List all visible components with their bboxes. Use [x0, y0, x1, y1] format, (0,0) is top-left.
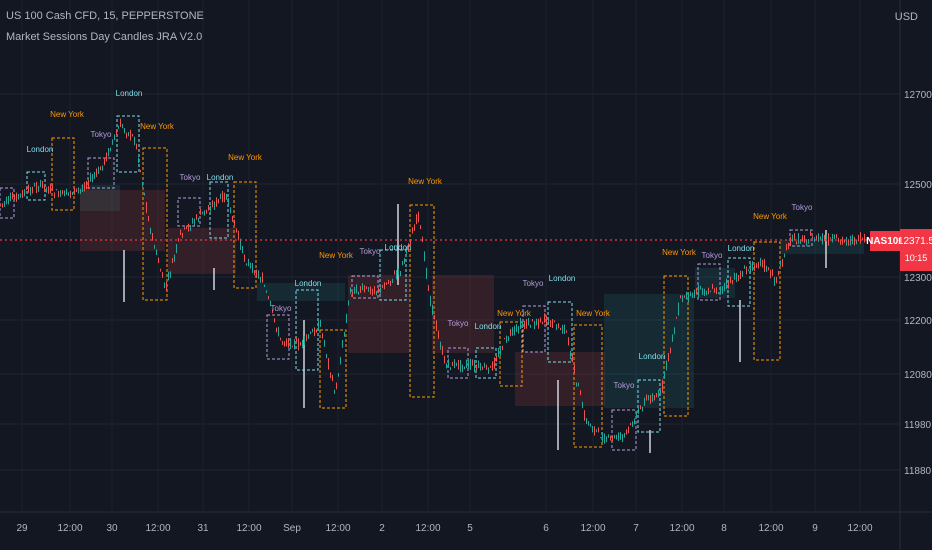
session-label-london: London: [295, 279, 322, 288]
session-label-tokyo: Tokyo: [180, 173, 201, 182]
price-tick-label: 12700.0: [904, 90, 932, 101]
session-label-new-york: New York: [662, 248, 697, 257]
day-candle-body: [432, 275, 494, 353]
session-label-tokyo: Tokyo: [614, 381, 635, 390]
time-tick-label: 12:00: [145, 523, 170, 534]
session-boxes: [0, 115, 813, 451]
session-box-new-york: [51, 137, 75, 211]
session-label-tokyo: Tokyo: [792, 203, 813, 212]
session-box-new-york: [409, 204, 435, 398]
session-box-new-york: [142, 147, 168, 301]
day-candle-body: [515, 352, 605, 406]
session-box-tokyo: [522, 305, 546, 353]
time-tick-label: 29: [16, 523, 28, 534]
current-price-value: 12371.5: [897, 236, 932, 247]
session-label-new-york: New York: [753, 212, 788, 221]
session-box-tokyo: [87, 157, 115, 189]
session-box-tokyo: [177, 197, 201, 227]
symbol-badge: NAS100: [866, 231, 904, 251]
session-label-new-york: New York: [228, 153, 263, 162]
session-labels: New York London Tokyo New York London Tokyo Lo…: [27, 89, 813, 390]
price-candles: [0, 118, 865, 444]
price-tick-label: 11880.0: [904, 466, 932, 477]
time-tick-label: 30: [106, 523, 118, 534]
session-box-london: [547, 301, 573, 363]
time-tick-label: 12:00: [415, 523, 440, 534]
session-box-new-york: [233, 181, 257, 289]
price-tick-label: 12300.0: [904, 273, 932, 284]
time-tick-label: 12:00: [847, 523, 872, 534]
price-tick-label: 11980.0: [904, 420, 932, 431]
session-box-london: [116, 115, 140, 173]
session-label-new-york: New York: [408, 177, 443, 186]
time-tick-label: 12:00: [57, 523, 82, 534]
day-candle-body: [604, 294, 694, 408]
session-label-tokyo: Tokyo: [271, 304, 292, 313]
currency-label: USD: [894, 11, 918, 23]
session-label-london: London: [116, 89, 143, 98]
time-tick-label: 9: [812, 523, 818, 534]
session-label-new-york: New York: [140, 122, 175, 131]
session-label-new-york: New York: [497, 309, 532, 318]
day-candle-body: [80, 185, 120, 211]
session-label-tokyo: Tokyo: [360, 247, 381, 256]
session-label-new-york: New York: [319, 251, 354, 260]
session-label-london: London: [728, 244, 755, 253]
day-candle-body: [348, 275, 410, 353]
price-tick-label: 12200.0: [904, 316, 932, 327]
day-candle-body: [80, 190, 165, 251]
current-price-tag: 12371.5 10:15: [897, 229, 932, 271]
session-label-london: London: [27, 145, 54, 154]
time-tick-label: 6: [543, 523, 549, 534]
session-box-london: [637, 379, 661, 433]
day-candle-bodies: [80, 185, 864, 408]
symbol-title[interactable]: US 100 Cash CFD, 15, PEPPERSTONE: [6, 10, 204, 22]
day-candle-body: [168, 228, 236, 274]
time-tick-label: 2: [379, 523, 385, 534]
session-label-new-york: New York: [576, 309, 611, 318]
session-label-london: London: [385, 243, 412, 252]
time-tick-label: 5: [467, 523, 473, 534]
session-label-new-york: New York: [50, 110, 85, 119]
time-tick-label: 12:00: [325, 523, 350, 534]
session-label-london: London: [549, 274, 576, 283]
price-scale[interactable]: 12700.0 12500.0 12300.0 12200.0 12080.0 11980…: [904, 90, 932, 477]
session-label-tokyo: Tokyo: [702, 251, 723, 260]
session-box-new-york: [753, 241, 781, 361]
indicator-title[interactable]: Market Sessions Day Candles JRA V2.0: [6, 31, 203, 43]
session-label-tokyo: Tokyo: [448, 319, 469, 328]
time-tick-label: Sep: [283, 523, 301, 534]
session-box-tokyo: [266, 314, 290, 360]
time-tick-label: 8: [721, 523, 727, 534]
session-box-london: [475, 347, 497, 379]
time-tick-label: 7: [633, 523, 639, 534]
session-label-tokyo: Tokyo: [523, 279, 544, 288]
bar-countdown: 10:15: [904, 253, 928, 263]
chart-grid: [0, 0, 900, 512]
session-box-london: [379, 249, 407, 301]
time-tick-label: 12:00: [236, 523, 261, 534]
session-box-tokyo: [0, 187, 15, 219]
time-tick-label: 12:00: [580, 523, 605, 534]
session-label-london: London: [207, 173, 234, 182]
day-candle-body: [257, 283, 345, 301]
time-tick-label: 12:00: [669, 523, 694, 534]
price-tick-label: 12500.0: [904, 180, 932, 191]
session-box-tokyo: [611, 409, 637, 451]
time-tick-label: 31: [197, 523, 209, 534]
price-tick-label: 12080.0: [904, 370, 932, 381]
session-label-london: London: [639, 352, 666, 361]
session-box-new-york: [319, 329, 347, 409]
session-box-tokyo: [697, 263, 721, 301]
time-tick-label: 12:00: [758, 523, 783, 534]
session-box-tokyo: [351, 275, 379, 299]
session-label-london: London: [475, 322, 502, 331]
session-box-new-york: [663, 275, 689, 417]
session-label-tokyo: Tokyo: [91, 130, 112, 139]
